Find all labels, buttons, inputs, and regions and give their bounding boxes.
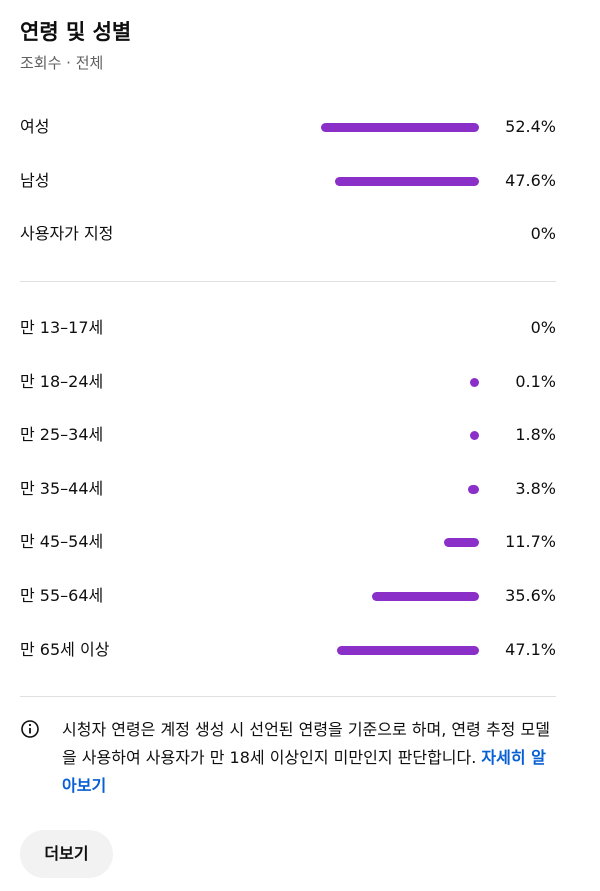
row-value: 52.4% xyxy=(505,117,556,136)
stat-row: 남성 47.6% xyxy=(0,169,600,193)
row-label: 만 18–24세 xyxy=(20,371,104,391)
stat-row: 만 25–34세 1.8% xyxy=(0,423,600,447)
stat-row: 사용자가 지정 0% xyxy=(0,222,600,246)
stat-row: 여성 52.4% xyxy=(0,115,600,139)
row-label: 만 25–34세 xyxy=(20,425,104,445)
row-label: 남성 xyxy=(20,170,50,190)
row-value: 0.1% xyxy=(515,371,556,391)
title: 연령 및 성별 xyxy=(20,20,132,44)
bar xyxy=(470,377,479,387)
stat-row: 만 35–44세 3.8% xyxy=(0,477,600,501)
row-label: 만 55–64세 xyxy=(20,586,104,605)
row-value: 47.1% xyxy=(505,639,556,659)
stat-row: 만 45–54세 11.7% xyxy=(0,530,600,554)
bar xyxy=(467,484,479,494)
more-button[interactable]: 더보기 xyxy=(20,830,113,878)
row-value: 0% xyxy=(530,318,556,337)
bar xyxy=(443,538,479,548)
stat-row: 만 65세 이상 47.1% xyxy=(0,638,600,662)
info-icon xyxy=(21,720,39,738)
bar xyxy=(336,645,479,655)
bar xyxy=(371,592,479,601)
divider xyxy=(20,281,556,282)
row-label: 사용자가 지정 xyxy=(20,224,114,244)
stat-row: 만 18–24세 0.1% xyxy=(0,370,600,394)
row-label: 만 45–54세 xyxy=(20,532,104,552)
bar xyxy=(470,431,479,441)
stat-row: 만 13–17세 0% xyxy=(0,316,600,340)
row-label: 만 65세 이상 xyxy=(20,639,110,659)
row-value: 1.8% xyxy=(515,425,556,445)
info-note: 시청자 연령은 계정 생성 시 선언된 연령을 기준으로 하며, 연령 추정 모… xyxy=(62,716,556,800)
row-value: 0% xyxy=(530,224,556,244)
row-value: 47.6% xyxy=(505,170,556,190)
row-value: 11.7% xyxy=(505,532,556,552)
note-text: 시청자 연령은 계정 생성 시 선언된 연령을 기준으로 하며, 연령 추정 모… xyxy=(62,720,550,767)
row-label: 만 13–17세 xyxy=(20,318,104,337)
bar xyxy=(320,123,479,132)
row-label: 여성 xyxy=(20,117,50,136)
subtitle: 조회수 · 전체 xyxy=(20,54,104,72)
row-value: 3.8% xyxy=(515,478,556,498)
row-value: 35.6% xyxy=(505,586,556,605)
learn-more-link[interactable]: 자세히 알아보기 xyxy=(62,748,546,795)
divider xyxy=(20,696,556,697)
stat-row: 만 55–64세 35.6% xyxy=(0,584,600,608)
bar xyxy=(335,176,479,186)
row-label: 만 35–44세 xyxy=(20,478,104,498)
